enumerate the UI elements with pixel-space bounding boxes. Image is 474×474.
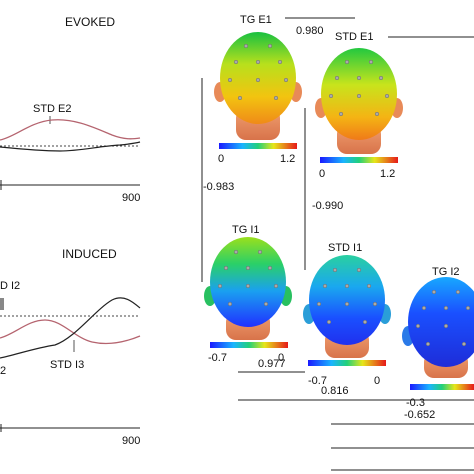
induced-edge-char: 2 [0,365,6,377]
head-label-tg-e1: TG E1 [240,14,272,26]
corr-tge1-tgi1: -0.983 [203,181,234,193]
scalp-map [210,237,286,327]
std-i2-label: D I2 [0,280,20,292]
scalp-map [309,255,385,345]
cbar-max-std-i1: 0 [374,375,380,387]
head-std-e1: STD E1 0 1.2 [315,31,403,180]
corr-stdi1-tgi2: -0.652 [404,409,435,421]
cbar-min-std-e1: 0 [319,168,325,180]
evoked-title: EVOKED [65,15,115,29]
cbar-max-tg-e1: 1.2 [280,153,295,165]
evoked-trace-std [0,120,140,140]
head-tg-i1: TG I1 -0.7 0 [204,224,292,364]
colorbar-tg-i1 [210,342,288,348]
std-i3-label: STD I3 [50,359,84,371]
head-std-i1: STD I1 -0.7 0 [303,242,391,387]
corr-tgi1-tgi2: 0.816 [321,385,349,397]
cbar-min-tg-e1: 0 [218,153,224,165]
colorbar-std-i1 [308,360,386,366]
head-label-tg-i2: TG I2 [432,266,460,278]
corr-tgi1-stdi1: 0.977 [258,358,286,370]
std-e2-label: STD E2 [33,103,72,115]
induced-x-tick: 900 [122,435,140,447]
head-label-tg-i1: TG I1 [232,224,260,236]
std-i2-marker [0,298,4,310]
cbar-min-tg-i2: -0.3 [406,397,425,409]
colorbar-tg-i2 [410,384,474,390]
colorbar-std-e1 [320,157,398,163]
head-label-std-i1: STD I1 [328,242,362,254]
corr-tge1-stde1: 0.980 [296,25,324,37]
evoked-x-tick: 900 [122,192,140,204]
colorbar-tg-e1 [219,143,297,149]
cbar-max-std-e1: 1.2 [380,168,395,180]
head-tg-i2: TG I2 -0.3 [402,266,474,409]
head-tg-e1: TG E1 0 1.2 [214,14,302,165]
cbar-min-tg-i1: -0.7 [208,352,227,364]
head-label-std-e1: STD E1 [335,31,374,43]
corr-stde1-stdi1: -0.990 [312,200,343,212]
induced-title: INDUCED [62,247,117,261]
scalp-map [408,277,474,367]
induced-trace-std [0,320,140,343]
